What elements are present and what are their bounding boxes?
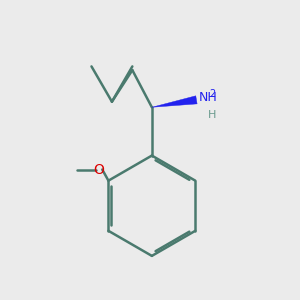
- Text: H: H: [208, 110, 216, 120]
- Text: NH: NH: [199, 91, 218, 103]
- Text: O: O: [94, 163, 104, 176]
- Text: 2: 2: [209, 88, 216, 98]
- Polygon shape: [152, 96, 197, 107]
